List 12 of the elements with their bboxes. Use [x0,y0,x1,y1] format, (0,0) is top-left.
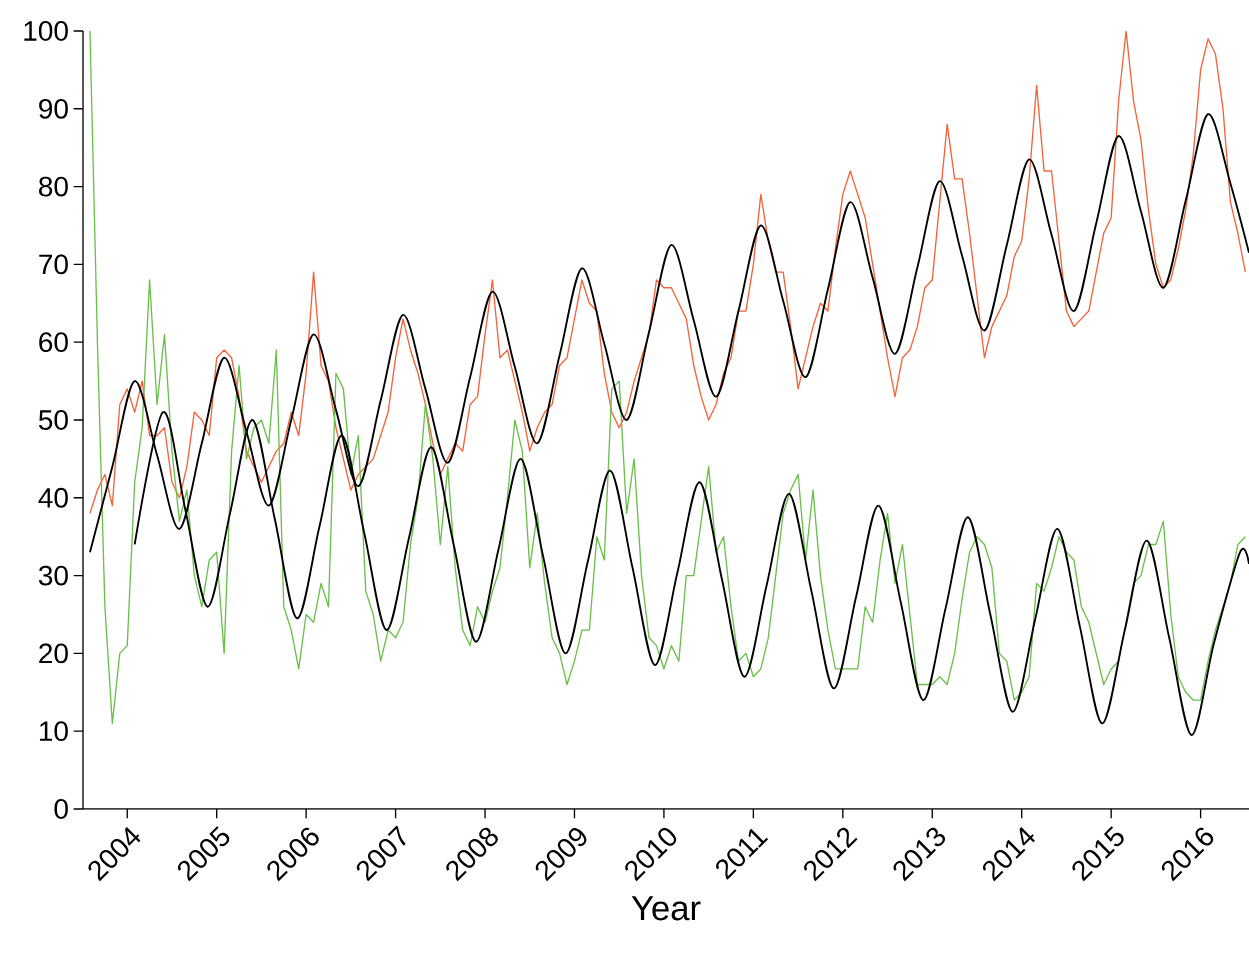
y-tick-label: 60 [39,332,68,353]
y-tick-label: 70 [39,254,68,275]
y-tick-label: 100 [24,21,68,41]
y-tick-label: 40 [38,487,68,508]
y-tick-label: 0 [54,799,68,819]
y-tick-label: 30 [38,565,68,586]
y-tick-label: 80 [39,176,68,197]
x-axis-title: Year [631,896,701,921]
y-tick-label: 90 [39,98,68,119]
y-tick-label: 20 [39,643,68,664]
y-tick-label: 50 [38,410,68,430]
y-tick-label: 10 [39,721,68,742]
